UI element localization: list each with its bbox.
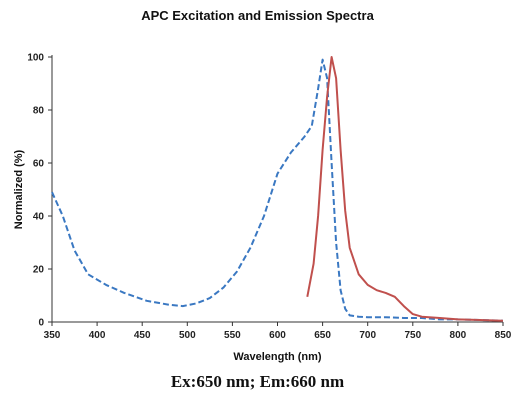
y-tick-label: 100 (27, 53, 44, 64)
y-tick-label: 60 (33, 159, 45, 170)
x-tick-label: 850 (495, 330, 512, 341)
chart-title: APC Excitation and Emission Spectra (141, 8, 374, 23)
excitation-series-line (51, 58, 504, 322)
x-tick-label: 350 (44, 330, 61, 341)
chart-caption: Ex:650 nm; Em:660 nm (170, 372, 345, 391)
emission-series-line (306, 56, 504, 322)
y-tick-label: 0 (38, 318, 44, 329)
x-tick-label: 800 (450, 330, 467, 341)
x-tick-label: 650 (314, 330, 331, 341)
x-tick-label: 600 (269, 330, 286, 341)
x-tick-label: 700 (359, 330, 376, 341)
y-tick-label: 40 (33, 212, 45, 223)
x-tick-label: 450 (134, 330, 151, 341)
y-axis-label: Normalized (%) (13, 149, 25, 229)
x-tick-label: 550 (224, 330, 241, 341)
x-tick-label: 500 (179, 330, 196, 341)
y-tick-label: 80 (33, 106, 45, 117)
x-tick-label: 400 (89, 330, 106, 341)
y-tick-label: 20 (33, 265, 45, 276)
x-tick-label: 750 (404, 330, 421, 341)
x-axis-label: Wavelength (nm) (233, 351, 322, 363)
